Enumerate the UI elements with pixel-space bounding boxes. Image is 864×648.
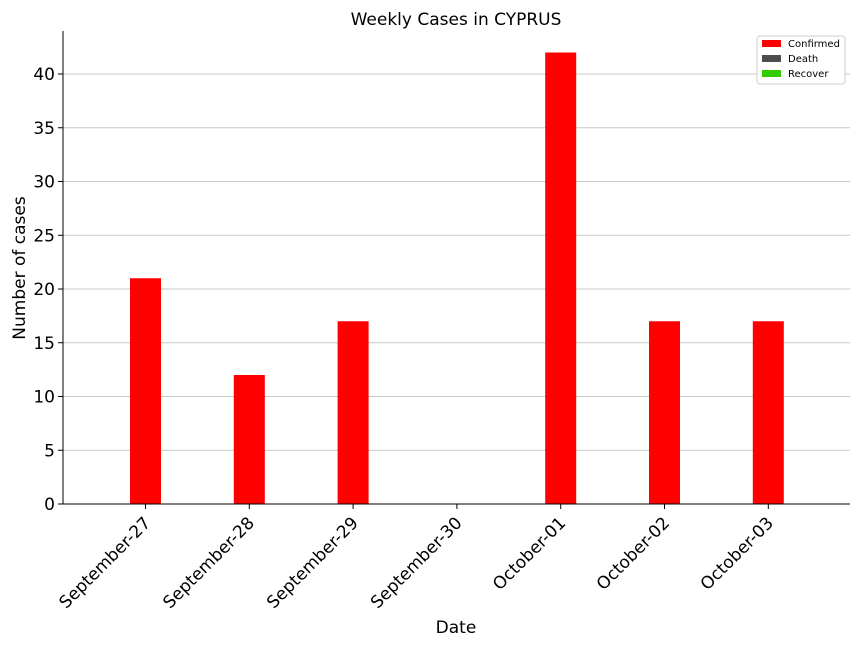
bar-confirmed	[337, 321, 369, 504]
x-tick-label: October-02	[593, 513, 674, 594]
x-tick-label: September-29	[263, 513, 362, 612]
y-tick-label: 30	[33, 173, 55, 193]
bar-confirmed	[233, 375, 265, 504]
x-tick-label: September-27	[56, 513, 155, 612]
x-tick-label: September-30	[367, 513, 466, 612]
y-tick-label: 20	[33, 280, 55, 300]
bar-confirmed	[752, 321, 784, 504]
bar-confirmed	[545, 52, 577, 504]
bar-confirmed	[130, 278, 161, 504]
legend-label: Recover	[788, 69, 829, 80]
y-tick-label: 10	[33, 388, 55, 408]
legend: Confirmed Death Recover	[756, 35, 846, 85]
legend-swatch	[762, 40, 781, 47]
x-tick-label: September-28	[159, 513, 258, 612]
y-tick-label: 35	[33, 119, 55, 139]
bars	[130, 52, 784, 504]
chart-title: Weekly Cases in CYPRUS	[351, 10, 562, 30]
y-ticks: 0 5 10 15 20 25 30 35 40	[33, 65, 63, 515]
x-tick-label: October-01	[489, 513, 570, 594]
x-tick-label: October-03	[697, 513, 778, 594]
y-tick-label: 15	[33, 334, 55, 354]
x-axis-label: Date	[436, 618, 477, 638]
y-tick-label: 25	[33, 226, 55, 246]
y-tick-label: 5	[44, 441, 55, 461]
legend-label: Death	[788, 54, 818, 65]
bar-confirmed	[649, 321, 680, 504]
y-tick-label: 40	[33, 65, 55, 85]
legend-label: Confirmed	[788, 39, 840, 50]
legend-swatch	[762, 70, 781, 77]
x-ticks: September-27 September-28 September-29 Sept…	[56, 504, 778, 613]
y-tick-label: 0	[44, 495, 55, 515]
gridlines	[63, 73, 850, 451]
axes	[62, 31, 850, 505]
legend-swatch	[762, 55, 781, 62]
y-axis-label: Number of cases	[10, 196, 30, 340]
